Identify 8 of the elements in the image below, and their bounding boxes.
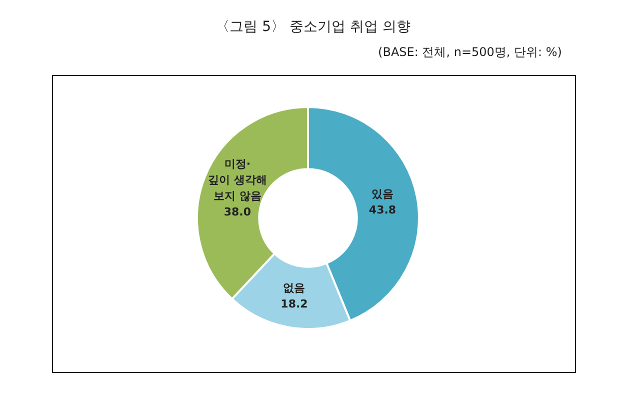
slice-label: 없음 (283, 281, 306, 294)
data-label: 38.0 (224, 205, 252, 218)
data-label: 18.2 (280, 297, 308, 310)
slice-label: 있음 (371, 187, 394, 200)
chart-title: 〈그림 5〉 중소기업 취업 의향 (214, 18, 412, 36)
slice-label: 미정· 깊이 생각해 보지 않음 (208, 157, 267, 202)
data-label: 43.8 (368, 203, 396, 216)
text: (BASE: 전체, n=500명, 단위: %) (378, 44, 562, 61)
